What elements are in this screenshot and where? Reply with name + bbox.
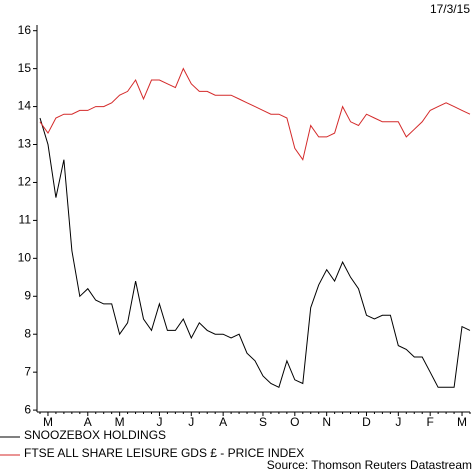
legend-label: SNOOZEBOX HOLDINGS bbox=[24, 428, 166, 442]
y-tick-label: 12 bbox=[18, 175, 32, 189]
y-tick-label: 14 bbox=[18, 99, 32, 113]
x-tick-label: O bbox=[290, 415, 299, 429]
series-line bbox=[39, 67, 471, 161]
source-label: Source: Thomson Reuters Datastream bbox=[267, 458, 472, 472]
date-label: 17/3/15 bbox=[430, 2, 470, 16]
x-tick-label: J bbox=[188, 415, 194, 429]
y-tick-label: 9 bbox=[24, 288, 31, 302]
x-tick-label: M bbox=[115, 415, 125, 429]
x-tick-label: A bbox=[219, 415, 227, 429]
y-tick-label: 10 bbox=[18, 251, 32, 265]
y-tick-label: 11 bbox=[19, 213, 32, 227]
x-tick-label: A bbox=[84, 415, 92, 429]
y-tick-label: 13 bbox=[18, 137, 32, 151]
x-tick-label: F bbox=[427, 415, 434, 429]
legend-label: FTSE ALL SHARE LEISURE GDS £ - PRICE IND… bbox=[24, 446, 304, 460]
x-tick-label: M bbox=[457, 415, 467, 429]
y-tick-label: 6 bbox=[24, 402, 31, 416]
x-tick-label: D bbox=[362, 415, 371, 429]
y-tick-label: 16 bbox=[18, 23, 32, 37]
y-tick-label: 7 bbox=[24, 364, 31, 378]
x-tick-label: N bbox=[322, 415, 331, 429]
x-tick-label: S bbox=[259, 415, 267, 429]
y-tick-label: 15 bbox=[18, 61, 32, 75]
x-tick-label: J bbox=[395, 415, 401, 429]
series-line bbox=[39, 117, 471, 389]
x-tick-label: J bbox=[156, 415, 162, 429]
x-tick-label: M bbox=[43, 415, 53, 429]
y-tick-label: 8 bbox=[24, 326, 31, 340]
